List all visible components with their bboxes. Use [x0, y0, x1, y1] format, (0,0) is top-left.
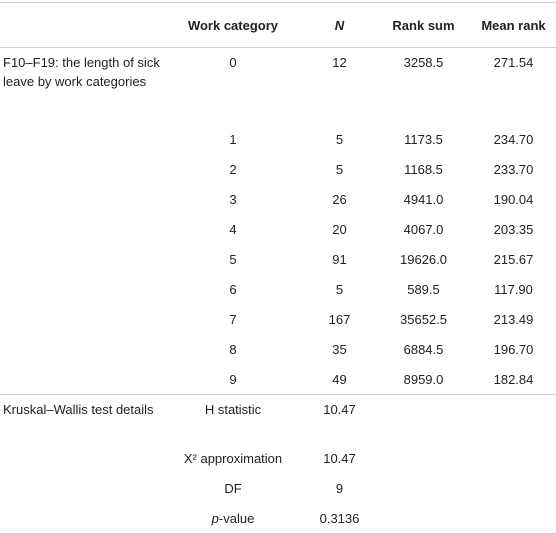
cell-rank-sum: 4941.0 — [403, 191, 444, 207]
table-row: 4 20 4067.0 203.35 — [0, 215, 556, 245]
stat-row: Kruskal–Wallis test details H statistic … — [0, 394, 556, 444]
cell-empty — [471, 503, 556, 534]
cell-rank-sum: 1173.5 — [404, 131, 443, 147]
cell-rank-sum: 19626.0 — [400, 251, 447, 267]
cell-empty — [0, 215, 163, 245]
cell-rank-sum: 4067.0 — [403, 221, 444, 237]
cell-n: 26 — [332, 191, 347, 207]
cell-empty — [0, 365, 163, 395]
stat-label-rest: -value — [218, 510, 255, 526]
cell-category: 8 — [229, 341, 237, 357]
cell-category: 1 — [229, 131, 237, 147]
cell-empty — [0, 275, 163, 305]
cell-n: 5 — [335, 161, 344, 177]
stat-label: H statistic — [163, 394, 303, 444]
table-row: 3 26 4941.0 190.04 — [0, 185, 556, 215]
cell-empty — [376, 503, 471, 534]
table-row: 8 35 6884.5 196.70 — [0, 335, 556, 365]
stat-row: DF 9 — [0, 474, 556, 504]
cell-mean-rank: 182.84 — [493, 371, 534, 387]
cell-rank-sum: 8959.0 — [403, 371, 444, 387]
cell-empty — [376, 394, 471, 444]
table-row: F10–F19: the length of sick leave by wor… — [0, 48, 556, 125]
cell-category: 7 — [229, 311, 237, 327]
header-n: N — [303, 2, 376, 48]
table-row: 6 5 589.5 117.90 — [0, 275, 556, 305]
table-row: 5 91 19626.0 215.67 — [0, 245, 556, 275]
cell-mean-rank: 234.70 — [493, 131, 534, 147]
stat-value: 0.3136 — [303, 503, 376, 534]
cell-rank-sum: 3258.5 — [403, 55, 444, 70]
stat-label-p-value: p-value — [163, 503, 303, 534]
stat-label: DF — [224, 480, 242, 496]
cell-n: 20 — [332, 221, 347, 237]
cell-empty — [0, 503, 163, 534]
stat-row: X² approximation 10.47 — [0, 444, 556, 474]
header-rank-sum: Rank sum — [376, 2, 471, 48]
cell-empty — [0, 245, 163, 275]
cell-empty — [0, 305, 163, 335]
stat-value: 10.47 — [323, 450, 356, 466]
stat-row: p-value 0.3136 — [0, 503, 556, 534]
cell-mean-rank: 233.70 — [493, 161, 534, 177]
header-empty — [0, 2, 163, 48]
cell-rank-sum: 35652.5 — [400, 311, 447, 327]
table-row: 2 5 1168.5 233.70 — [0, 155, 556, 185]
cell-category: 9 — [229, 371, 237, 387]
cell-empty — [0, 444, 163, 474]
header-mean-rank: Mean rank — [471, 2, 556, 48]
cell-empty — [376, 444, 471, 474]
cell-category: 6 — [229, 281, 237, 297]
cell-n: 5 — [335, 281, 344, 297]
cell-category: 2 — [229, 161, 237, 177]
cell-empty — [0, 185, 163, 215]
cell-empty — [471, 444, 556, 474]
cell-mean-rank: 271.54 — [493, 55, 534, 70]
cell-empty — [376, 474, 471, 504]
cell-n: 5 — [335, 131, 344, 147]
table-row: 9 49 8959.0 182.84 — [0, 365, 556, 395]
cell-rank-sum: 589.5 — [407, 281, 440, 297]
group-label-sick-leave: F10–F19: the length of sick leave by wor… — [3, 55, 160, 89]
cell-empty — [471, 474, 556, 504]
cell-n: 12 — [332, 55, 347, 70]
cell-n: 91 — [332, 251, 347, 267]
cell-mean-rank: 215.67 — [493, 251, 534, 267]
cell-n: 49 — [332, 371, 347, 387]
cell-n: 167 — [328, 311, 351, 327]
table-row: 1 5 1173.5 234.70 — [0, 125, 556, 155]
cell-category: 0 — [229, 55, 237, 70]
cell-empty — [471, 394, 556, 444]
cell-category: 3 — [229, 191, 237, 207]
header-work-category: Work category — [163, 2, 303, 48]
stat-value: 9 — [335, 480, 344, 496]
cell-n: 35 — [332, 341, 347, 357]
group-label-kruskal-wallis: Kruskal–Wallis test details — [0, 394, 163, 444]
cell-empty — [0, 125, 163, 155]
cell-rank-sum: 1168.5 — [404, 161, 443, 177]
cell-mean-rank: 213.49 — [493, 311, 534, 327]
cell-category: 4 — [229, 221, 237, 237]
cell-mean-rank: 117.90 — [494, 281, 533, 297]
header-row: Work category N Rank sum Mean rank — [0, 2, 556, 48]
cell-mean-rank: 196.70 — [493, 341, 534, 357]
cell-empty — [0, 474, 163, 504]
stat-label-italic: p — [211, 510, 219, 526]
cell-mean-rank: 190.04 — [493, 191, 534, 207]
cell-empty — [0, 335, 163, 365]
stat-label: X² approximation — [183, 450, 283, 466]
cell-category: 5 — [229, 251, 237, 267]
cell-mean-rank: 203.35 — [493, 221, 534, 237]
stat-value: 10.47 — [303, 394, 376, 444]
cell-rank-sum: 6884.5 — [403, 341, 444, 357]
table-row: 7 167 35652.5 213.49 — [0, 305, 556, 335]
cell-empty — [0, 155, 163, 185]
